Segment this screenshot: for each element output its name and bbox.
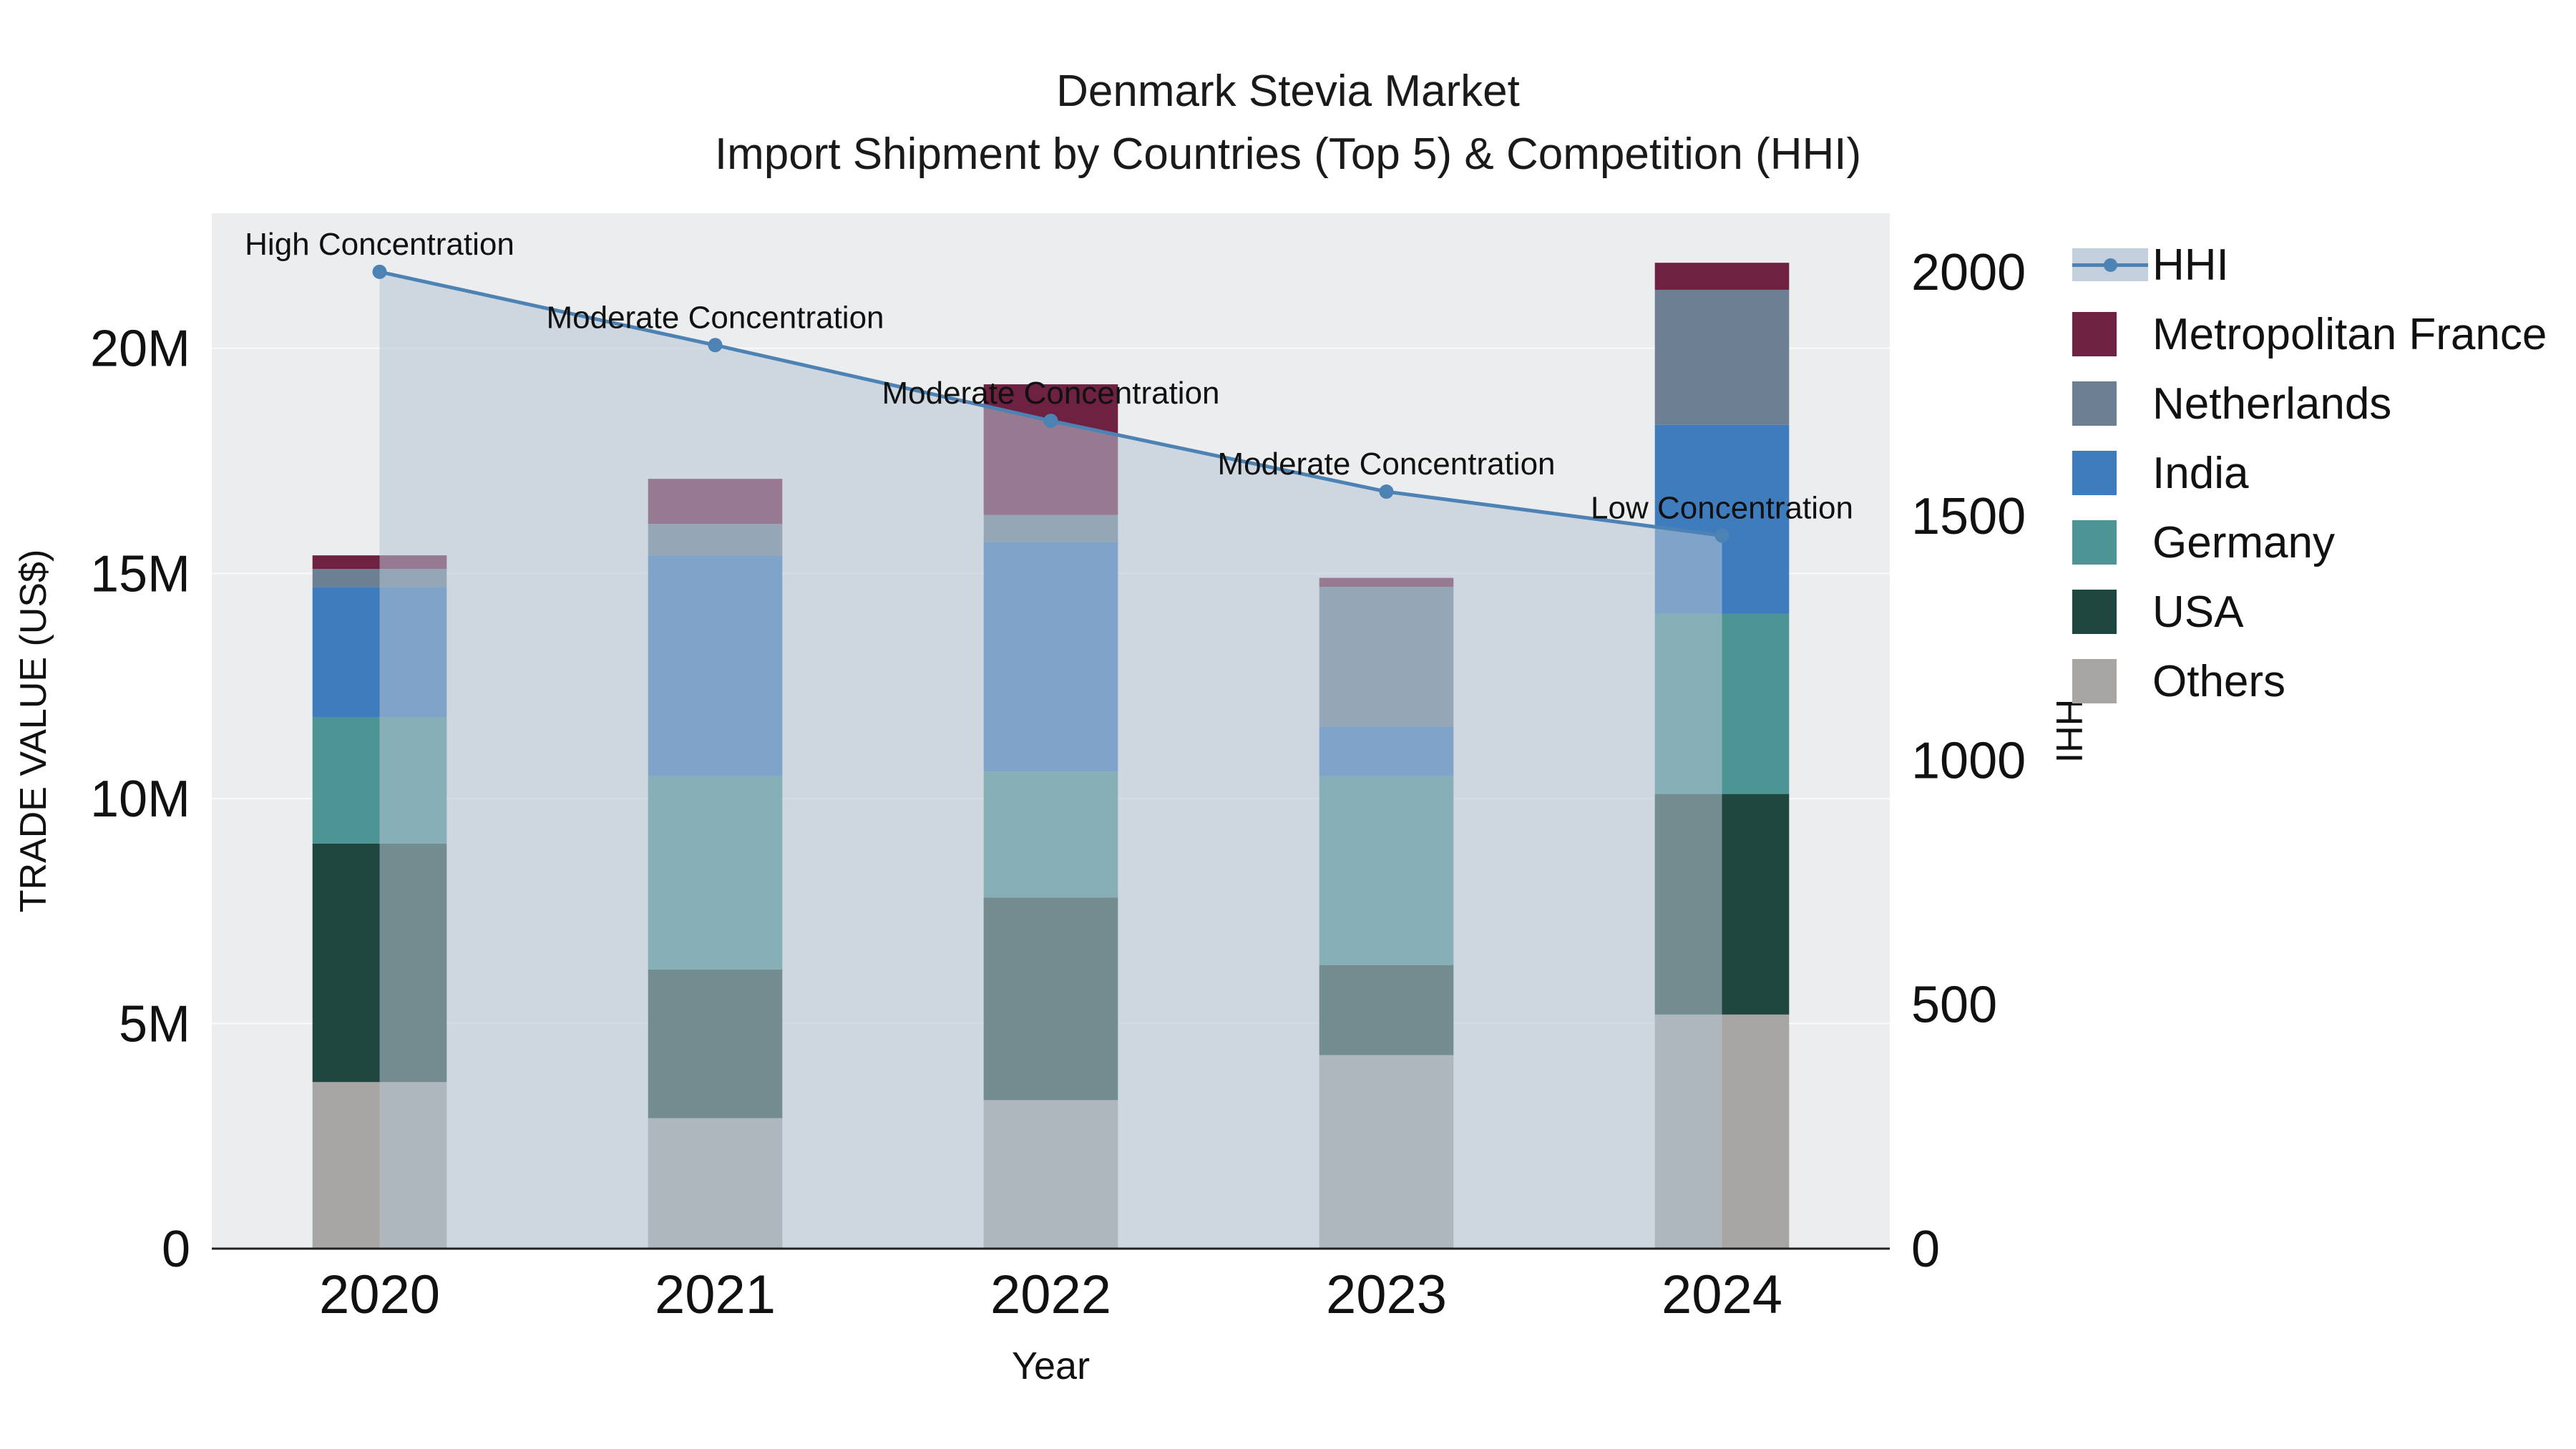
bar-segment-netherlands-2024 (1654, 289, 1790, 425)
legend-label-netherlands: Netherlands (2152, 379, 2392, 429)
color-swatch-icon (2072, 520, 2117, 565)
hhi-marker-2020 (372, 264, 387, 279)
hhi-marker-dot (2104, 258, 2117, 272)
y-left-tick-5M: 5M (119, 995, 190, 1053)
chart-title-block: Denmark Stevia Market Import Shipment by… (0, 60, 2576, 186)
y-left-tick-0: 0 (162, 1221, 190, 1278)
color-swatch-icon (2072, 451, 2117, 495)
chart-title: Denmark Stevia Market (1056, 67, 1520, 116)
y-right-tick-1000: 1000 (1911, 732, 2026, 789)
legend-label-usa: USA (2152, 587, 2244, 637)
annotation-2024: Low Concentration (1591, 490, 1853, 525)
legend-swatch-netherlands (2072, 381, 2152, 426)
legend-label-hhi: HHI (2152, 240, 2229, 290)
legend-label-india: India (2152, 448, 2249, 498)
color-swatch-icon (2072, 312, 2117, 356)
y-left-tick-15M: 15M (90, 545, 190, 602)
color-swatch-icon (2072, 381, 2117, 426)
chart-subtitle: Import Shipment by Countries (Top 5) & C… (714, 130, 1862, 180)
y-left-tick-10M: 10M (90, 771, 190, 828)
annotation-2022: Moderate Concentration (882, 376, 1219, 411)
legend-item-germany[interactable]: Germany (2072, 517, 2547, 568)
y-axis-title-left: TRADE VALUE (US$) (13, 550, 54, 913)
legend-item-usa[interactable]: USA (2072, 586, 2547, 638)
y-right-tick-500: 500 (1911, 977, 1997, 1034)
legend-label-germany: Germany (2152, 517, 2335, 567)
hhi-line-icon (2072, 248, 2148, 281)
legend-swatch-others (2072, 659, 2152, 703)
hhi-area (379, 271, 1722, 1249)
hhi-marker-2023 (1379, 484, 1394, 499)
legend-item-others[interactable]: Others (2072, 655, 2547, 707)
y-right-tick-0: 0 (1911, 1221, 1940, 1278)
hhi-marker-2024 (1714, 528, 1729, 543)
legend-label-others: Others (2152, 656, 2286, 706)
bar-segment-metropolitan-france-2024 (1654, 263, 1790, 290)
legend-item-netherlands[interactable]: Netherlands (2072, 378, 2547, 429)
color-swatch-icon (2072, 590, 2117, 634)
legend-swatch-germany (2072, 520, 2152, 565)
legend: HHI Metropolitan France Netherlands India Ge… (2072, 239, 2547, 725)
x-tick-2021: 2021 (655, 1264, 776, 1325)
y-axis-title-right: HHI (2048, 699, 2089, 763)
x-tick-2023: 2023 (1326, 1264, 1447, 1325)
y-right-tick-1500: 1500 (1911, 488, 2026, 545)
x-tick-2020: 2020 (319, 1264, 440, 1325)
x-tick-2022: 2022 (990, 1264, 1111, 1325)
legend-label-metropolitan-france: Metropolitan France (2152, 309, 2547, 359)
x-tick-2024: 2024 (1662, 1264, 1782, 1325)
legend-swatch-metropolitan-france (2072, 312, 2152, 356)
legend-item-hhi[interactable]: HHI (2072, 239, 2547, 291)
legend-swatch-usa (2072, 590, 2152, 634)
hhi-marker-2022 (1043, 414, 1058, 429)
hhi-marker-2021 (708, 338, 723, 353)
legend-line-sample (2072, 248, 2152, 281)
y-left-tick-20M: 20M (90, 321, 190, 378)
annotation-2023: Moderate Concentration (1217, 447, 1555, 482)
legend-item-india[interactable]: India (2072, 447, 2547, 499)
annotation-2021: Moderate Concentration (546, 300, 884, 335)
legend-swatch-india (2072, 451, 2152, 495)
color-swatch-icon (2072, 659, 2117, 703)
legend-item-metropolitan-france[interactable]: Metropolitan France (2072, 308, 2547, 360)
y-right-tick-2000: 2000 (1911, 244, 2026, 301)
annotation-2020: High Concentration (245, 227, 514, 262)
x-axis-title: Year (1012, 1345, 1090, 1387)
